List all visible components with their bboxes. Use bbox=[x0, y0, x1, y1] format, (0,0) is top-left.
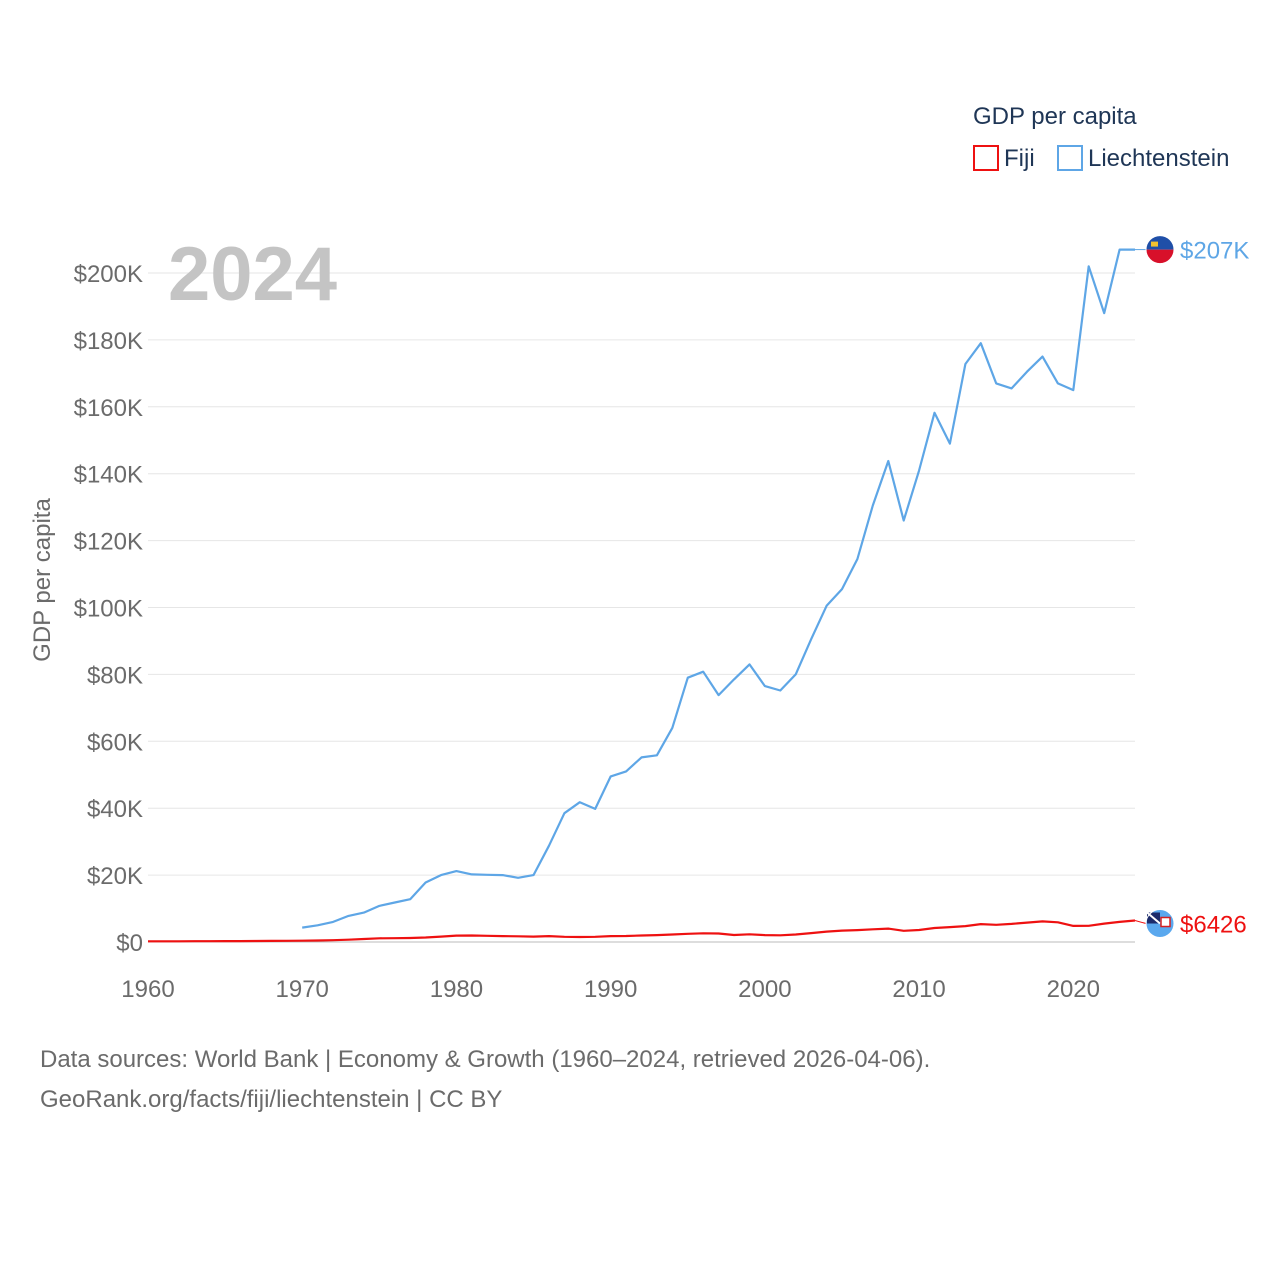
y-tick-label: $120K bbox=[74, 529, 143, 556]
y-tick-label: $60K bbox=[87, 729, 143, 756]
y-axis-label: GDP per capita bbox=[29, 498, 56, 662]
x-tick-label: 2010 bbox=[892, 976, 945, 1003]
legend-swatch-fiji[interactable] bbox=[973, 145, 999, 171]
y-tick-label: $160K bbox=[74, 395, 143, 422]
legend-title: GDP per capita bbox=[973, 103, 1137, 130]
legend-label-liechtenstein[interactable]: Liechtenstein bbox=[1088, 145, 1229, 172]
y-tick-label: $0 bbox=[116, 930, 143, 957]
x-tick-label: 2000 bbox=[738, 976, 791, 1003]
x-axis-ticks: 1960 1970 1980 1990 2000 2010 2020 bbox=[121, 976, 1100, 1003]
y-tick-label: $20K bbox=[87, 863, 143, 890]
x-tick-label: 1960 bbox=[121, 976, 174, 1003]
y-tick-label: $80K bbox=[87, 662, 143, 689]
leader-line-fiji bbox=[1134, 920, 1147, 924]
flag-marker-liechtenstein bbox=[1145, 235, 1175, 265]
series-line-liechtenstein bbox=[302, 248, 1135, 929]
y-tick-label: $100K bbox=[74, 596, 143, 623]
flag-marker-fiji bbox=[1145, 909, 1175, 939]
end-value-label-liechtenstein: $207K bbox=[1180, 238, 1249, 265]
series-lines bbox=[148, 248, 1136, 943]
legend-swatch-liechtenstein[interactable] bbox=[1057, 145, 1083, 171]
gridlines bbox=[148, 272, 1135, 943]
y-tick-label: $40K bbox=[87, 796, 143, 823]
series-line-fiji bbox=[148, 919, 1136, 943]
year-watermark: 2024 bbox=[168, 232, 337, 317]
footer: Data sources: World Bank | Economy & Gro… bbox=[40, 1040, 930, 1120]
series-end-markers: $6426 $207K bbox=[1134, 235, 1249, 939]
footer-attribution: GeoRank.org/facts/fiji/liechtenstein | C… bbox=[40, 1086, 503, 1113]
x-tick-label: 1990 bbox=[584, 976, 637, 1003]
x-tick-label: 2020 bbox=[1047, 976, 1100, 1003]
y-tick-label: $140K bbox=[74, 462, 143, 489]
legend: GDP per capita Fiji Liechtenstein bbox=[973, 103, 1229, 172]
y-tick-label: $200K bbox=[74, 261, 143, 288]
footer-sources: Data sources: World Bank | Economy & Gro… bbox=[40, 1046, 931, 1073]
x-tick-label: 1970 bbox=[276, 976, 329, 1003]
legend-label-fiji[interactable]: Fiji bbox=[1004, 145, 1035, 172]
chart: $0 $20K $40K $60K $80K $100K $120K $140K $160K $1… bbox=[29, 103, 1249, 1003]
y-axis-ticks: $0 $20K $40K $60K $80K $100K $120K $140K $160K $1… bbox=[74, 261, 143, 957]
y-tick-label: $180K bbox=[74, 328, 143, 355]
end-value-label-fiji: $6426 bbox=[1180, 912, 1247, 939]
x-tick-label: 1980 bbox=[430, 976, 483, 1003]
